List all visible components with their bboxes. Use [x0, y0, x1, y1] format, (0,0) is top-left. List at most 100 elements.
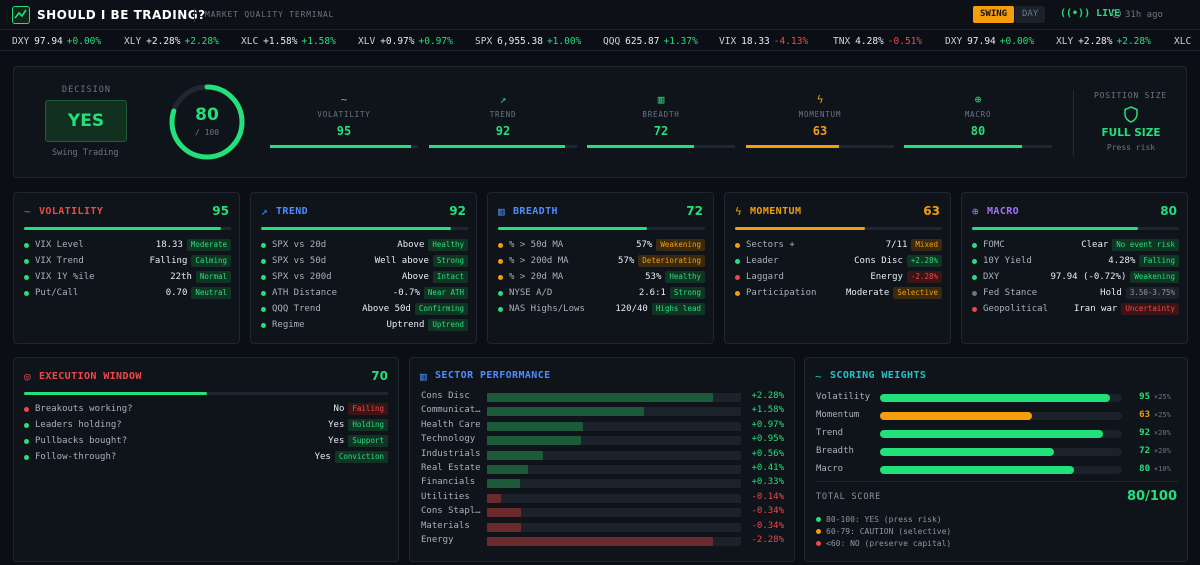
metric-value-group: Uptrend Uptrend: [386, 319, 468, 331]
metric-label: SPX vs 200d: [272, 272, 332, 282]
weight-factor: Macro: [816, 464, 844, 474]
metric-value-group: Iran war Uncertainty: [1074, 303, 1179, 315]
metric-value-group: Above 50d Confirming: [362, 303, 468, 315]
sector-bar: [487, 393, 713, 402]
mode-swing-button[interactable]: SWING: [973, 6, 1015, 23]
execution-row: Leaders holding? Yes Holding: [24, 419, 388, 433]
metric-value-group: Above Intact: [402, 271, 468, 283]
card-volatility: ~ VOLATILITY 95 VIX Level 18.33 Moderate VIX T…: [13, 192, 240, 344]
execution-row: Follow-through? Yes Conviction: [24, 451, 388, 465]
card-progress-track: [735, 227, 942, 230]
metric-value: 120/40: [615, 304, 648, 314]
status-dot: [735, 259, 740, 264]
metric-row: NAS Highs/Lows 120/40 Highs lead: [498, 303, 705, 317]
ticker-item: XLC +1.58% +1.58%: [241, 36, 336, 47]
metric-label: Participation: [746, 288, 817, 298]
metric-value-group: 120/40 Highs lead: [615, 303, 705, 315]
ticker-price: +2.28%: [1078, 36, 1113, 47]
metric-value: 53%: [645, 272, 662, 282]
status-badge: Mixed: [911, 239, 942, 251]
status-badge: Healthy: [665, 271, 705, 283]
weight-multiplier: ×10%: [1154, 465, 1171, 473]
subscore-fill: [746, 145, 840, 148]
ticker-price: 625.87: [625, 36, 660, 47]
metric-value: 4.28%: [1108, 256, 1136, 266]
position-divider: [1073, 90, 1074, 156]
metric-value: Above: [401, 272, 429, 282]
metric-row: Regime Uptrend Uptrend: [261, 319, 468, 333]
ticker-symbol: XLY: [1056, 36, 1074, 47]
execution-progress-fill: [24, 392, 208, 395]
ticker-item: QQQ 625.87 +1.37%: [603, 36, 698, 47]
sector-name: Communicat…: [421, 405, 481, 416]
momentum-icon: ϟ: [735, 205, 742, 218]
status-badge: Deteriorating: [638, 255, 705, 267]
metric-label: VIX Level: [35, 240, 84, 250]
status-dot: [24, 439, 29, 444]
sector-row: Energy -2.28%: [421, 535, 784, 547]
sector-change: +0.95%: [751, 434, 784, 445]
status-badge: Normal: [195, 271, 231, 283]
sector-change: +2.28%: [751, 391, 784, 401]
card-title: BREADTH: [513, 206, 558, 217]
metric-row: % > 200d MA 57% Deteriorating: [498, 255, 705, 269]
weight-row: Momentum 63 ×25%: [816, 410, 1180, 424]
subscore-value: 72: [653, 124, 669, 138]
weight-row: Macro 80 ×10%: [816, 464, 1180, 478]
metric-label: % > 50d MA: [509, 240, 564, 250]
card-title: MOMENTUM: [750, 206, 802, 217]
score-gauge: [169, 84, 245, 160]
last-updated: 31h ago: [1112, 9, 1163, 20]
metric-row: SPX vs 20d Above Healthy: [261, 239, 468, 253]
metric-label: VIX 1Y %ile: [35, 272, 95, 282]
weight-bar: [880, 412, 1033, 420]
metric-label: 10Y Yield: [983, 256, 1032, 266]
weight-bar-track: [880, 412, 1122, 420]
weight-row: Breadth 72 ×20%: [816, 446, 1180, 460]
status-dot: [24, 423, 29, 428]
ticker-change: +0.00%: [999, 36, 1035, 47]
subscore-track: [904, 145, 1052, 148]
status-dot: [261, 243, 266, 248]
ticker-symbol: XLC: [241, 36, 259, 47]
sector-bar: [487, 450, 543, 460]
ticker-change: +1.58%: [301, 36, 336, 47]
card-momentum: ϟ MOMENTUM 63 Sectors + 7/11 Mixed Leader Cons …: [724, 192, 951, 344]
metric-value-group: Energy -2.28%: [870, 271, 942, 283]
sector-bar-track: [487, 493, 741, 503]
subscore-fill: [270, 145, 411, 148]
ticker-symbol: QQQ: [603, 36, 621, 47]
metric-value: Cons Disc: [854, 256, 903, 266]
metric-value: -0.7%: [392, 288, 420, 298]
status-badge: Neutral: [191, 287, 231, 299]
ticker-item: TNX 4.28% -0.51%: [833, 36, 922, 47]
ticker-item: XLY +2.28% +2.28%: [124, 36, 219, 47]
weight-bar-track: [880, 448, 1122, 456]
total-score-label: TOTAL SCORE: [816, 492, 882, 502]
ticker-symbol: XLC: [1174, 36, 1192, 47]
metric-value-group: 97.94 (-0.72%) Weakening: [1051, 271, 1179, 283]
sector-bar: [487, 465, 528, 474]
top-bar: SHOULD I BE TRADING? MARKET QUALITY TERM…: [0, 0, 1200, 30]
sector-bar: [487, 436, 582, 446]
ticker-price: 97.94: [34, 36, 63, 47]
position-size-note: Press risk: [1106, 143, 1156, 152]
metric-row: VIX Level 18.33 Moderate: [24, 239, 231, 253]
subscore-label: BREADTH: [642, 110, 680, 119]
status-dot: [972, 259, 977, 264]
metric-value-group: Falling Calming: [149, 255, 231, 267]
mode-day-button[interactable]: DAY: [1015, 6, 1046, 23]
metric-label: DXY: [983, 272, 1000, 282]
live-indicator[interactable]: ((•)) LIVE: [1060, 8, 1121, 19]
ticker-symbol: SPX: [475, 36, 493, 47]
weight-bar: [880, 466, 1074, 474]
breadth-icon: ▥: [657, 93, 665, 106]
ticker-symbol: DXY: [945, 36, 963, 47]
subscore-trend: ↗ TREND 92: [429, 94, 577, 148]
status-badge: 3.50-3.75%: [1125, 287, 1179, 299]
subscore-volatility: ~ VOLATILITY 95: [270, 94, 418, 148]
execution-window-score: 70: [371, 369, 388, 383]
sector-bar-track: [487, 537, 741, 546]
metric-value: Moderate: [846, 288, 890, 298]
status-dot: [261, 307, 266, 312]
